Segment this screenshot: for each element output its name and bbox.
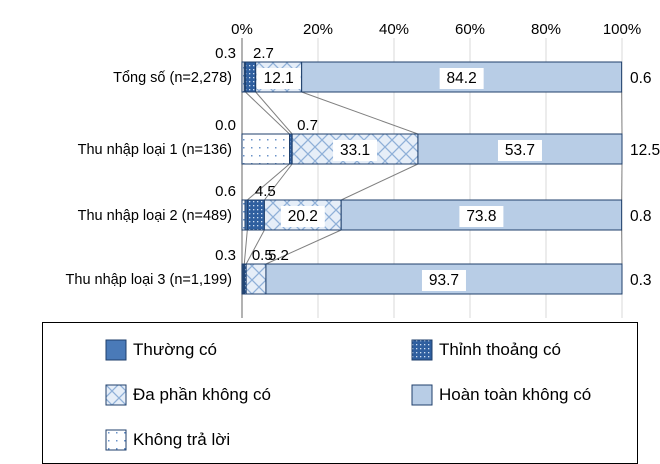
data-label: 4.5 — [255, 183, 276, 200]
data-label: 0.3 — [630, 272, 652, 289]
legend-swatch — [105, 339, 127, 361]
data-label: 20.2 — [288, 208, 318, 225]
x-tick-label: 60% — [455, 21, 485, 38]
data-label: 0.7 — [297, 117, 318, 134]
data-label-bg — [256, 68, 301, 89]
legend: Thường có Thỉnh thoảng có Đa phần không có… — [42, 322, 638, 464]
segment-da-phan-khong-co — [245, 263, 267, 295]
data-label-bg — [459, 206, 504, 227]
category-label: Thu nhập loại 1 (n=136) — [78, 142, 232, 158]
data-label: 0.3 — [215, 45, 236, 62]
category-label: Thu nhập loại 2 (n=489) — [78, 208, 232, 224]
legend-item: Thường có — [105, 339, 217, 361]
data-label-bg — [333, 140, 378, 161]
segment-thinh-thoang-co — [246, 199, 265, 231]
legend-label: Thường có — [133, 340, 217, 359]
data-label: 12.5 — [630, 142, 660, 159]
legend-label: Đa phần không có — [133, 385, 271, 404]
legend-item: Đa phần không có — [105, 384, 271, 406]
stacked-bar-chart: 0% 20% 40% 60% 80% 100% Tổng số (n=2,278) Thu n… — [66, 21, 660, 318]
legend-label: Hoàn toàn không có — [439, 385, 592, 404]
connector-line — [245, 91, 290, 135]
legend-swatch — [105, 384, 127, 406]
x-tick-label: 20% — [303, 21, 333, 38]
data-label: 12.1 — [264, 70, 294, 87]
connector-line — [245, 229, 265, 265]
data-label: 53.7 — [505, 142, 535, 159]
data-label-bg — [497, 140, 542, 161]
data-label: 73.8 — [466, 208, 496, 225]
legend-item: Hoàn toàn không có — [411, 384, 591, 406]
connector-line — [246, 163, 290, 201]
data-label: 0.3 — [215, 247, 236, 264]
data-label: 0.6 — [215, 183, 236, 200]
segment-thinh-thoang-co — [244, 61, 257, 93]
legend-item: Không trả lời — [105, 429, 230, 451]
data-label: 0.5 — [252, 247, 273, 264]
data-label: 0.8 — [630, 208, 652, 225]
data-label: 5.2 — [268, 247, 289, 264]
x-tick-label: 80% — [531, 21, 561, 38]
connector-line — [255, 91, 293, 135]
connector-line — [265, 229, 342, 265]
legend-item: Thỉnh thoảng có — [411, 339, 561, 361]
legend-label: Thỉnh thoảng có — [439, 340, 561, 359]
data-label: 33.1 — [340, 142, 370, 159]
data-label-bg — [421, 270, 466, 291]
segment-khong-tra-loi — [241, 133, 290, 165]
legend-swatch — [411, 339, 433, 361]
x-tick-label: 0% — [231, 21, 253, 38]
legend-swatch — [105, 429, 127, 451]
connector-line — [264, 163, 293, 201]
legend-label: Không trả lời — [133, 430, 231, 449]
connector-line — [340, 163, 419, 201]
connector-line — [301, 91, 419, 135]
category-label: Tổng số (n=2,278) — [113, 70, 232, 86]
data-label: 2.7 — [253, 45, 274, 62]
category-label: Thu nhập loại 3 (n=1,199) — [66, 272, 232, 288]
x-tick-label: 100% — [603, 21, 641, 38]
data-label: 93.7 — [429, 272, 459, 289]
data-label-bg — [439, 68, 484, 89]
x-tick-label: 40% — [379, 21, 409, 38]
data-label: 0.6 — [630, 70, 652, 87]
data-label: 84.2 — [447, 70, 477, 87]
connector-line — [243, 229, 248, 265]
legend-swatch — [411, 384, 433, 406]
data-label-bg — [280, 206, 325, 227]
data-label: 0.0 — [215, 117, 236, 134]
